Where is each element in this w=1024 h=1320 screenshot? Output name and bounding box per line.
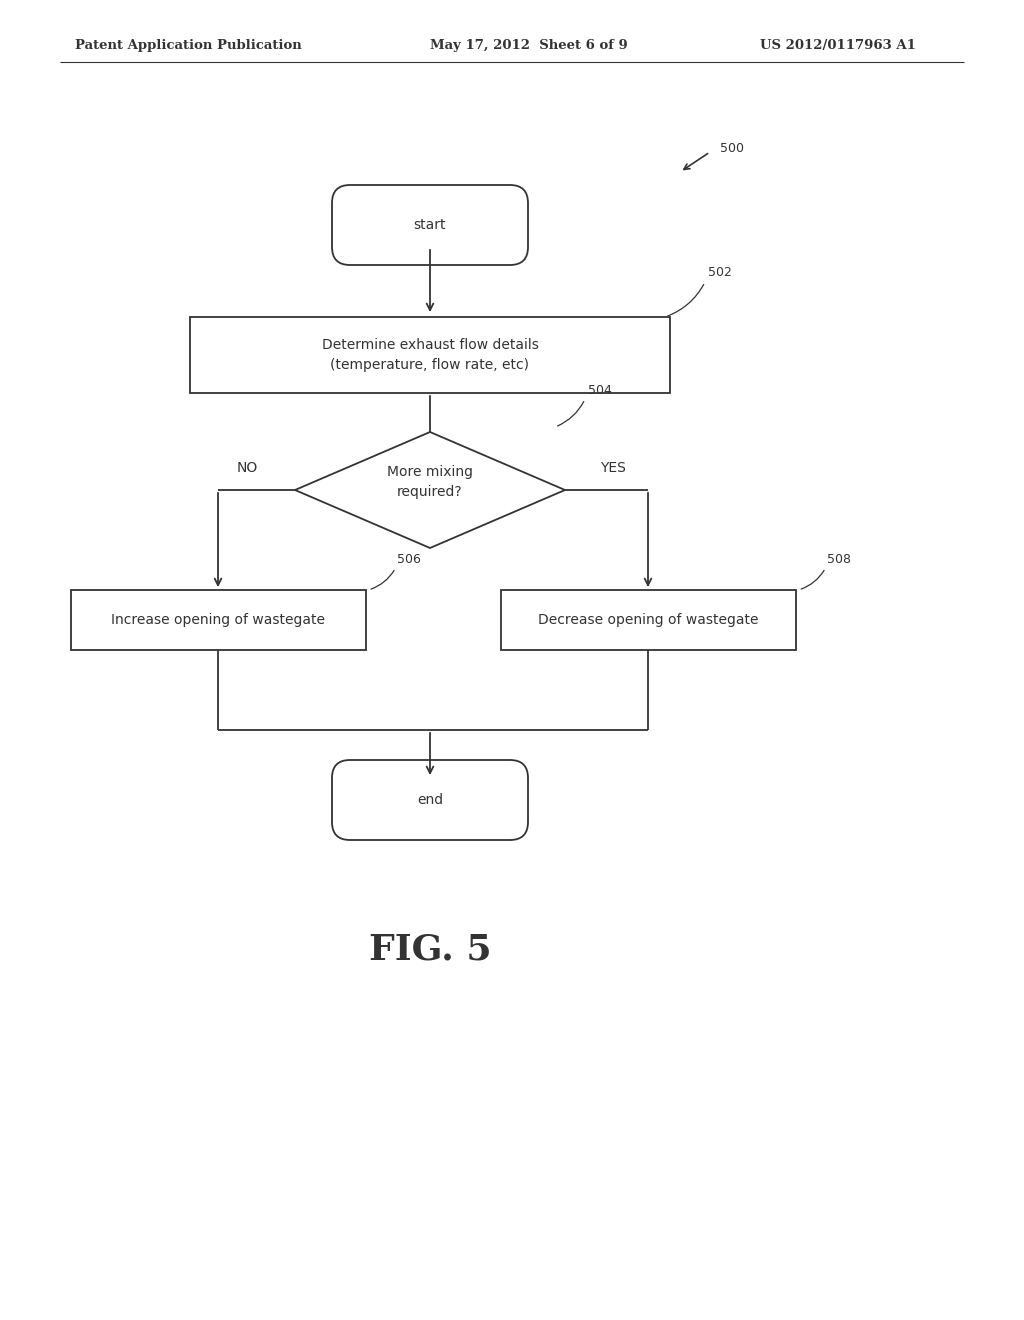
- Text: US 2012/0117963 A1: US 2012/0117963 A1: [760, 38, 915, 51]
- FancyBboxPatch shape: [71, 590, 366, 649]
- Text: More mixing
required?: More mixing required?: [387, 465, 473, 499]
- Text: end: end: [417, 793, 443, 807]
- FancyBboxPatch shape: [332, 760, 528, 840]
- Text: Patent Application Publication: Patent Application Publication: [75, 38, 302, 51]
- Text: 506: 506: [397, 553, 421, 566]
- Text: Determine exhaust flow details
(temperature, flow rate, etc): Determine exhaust flow details (temperat…: [322, 338, 539, 372]
- Text: NO: NO: [237, 461, 258, 475]
- Text: FIG. 5: FIG. 5: [369, 933, 492, 968]
- Text: Increase opening of wastegate: Increase opening of wastegate: [111, 612, 325, 627]
- FancyBboxPatch shape: [332, 185, 528, 265]
- Text: 508: 508: [827, 553, 852, 566]
- FancyBboxPatch shape: [501, 590, 796, 649]
- Text: YES: YES: [600, 461, 626, 475]
- FancyBboxPatch shape: [190, 317, 670, 393]
- Text: start: start: [414, 218, 446, 232]
- Text: 502: 502: [708, 267, 732, 279]
- Text: 504: 504: [588, 384, 612, 397]
- Text: Decrease opening of wastegate: Decrease opening of wastegate: [538, 612, 758, 627]
- Text: 500: 500: [720, 141, 744, 154]
- Polygon shape: [295, 432, 565, 548]
- Text: May 17, 2012  Sheet 6 of 9: May 17, 2012 Sheet 6 of 9: [430, 38, 628, 51]
